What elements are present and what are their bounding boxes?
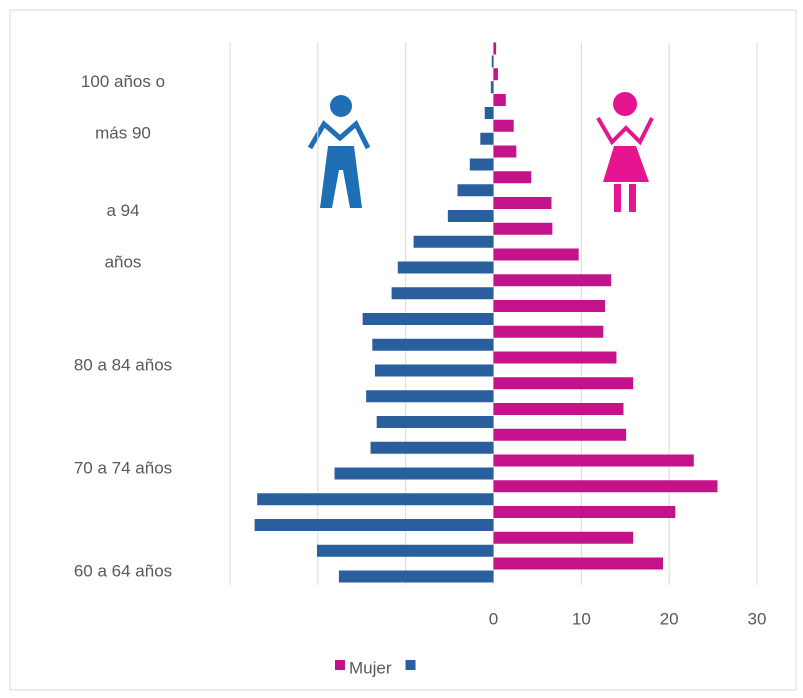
bar [370, 441, 494, 454]
bar [493, 222, 553, 235]
y-tick-label: 60 a 64 años [74, 561, 172, 580]
x-tick-label: 30 [748, 609, 767, 628]
bar [316, 544, 494, 557]
bar [374, 364, 494, 377]
bar [493, 557, 664, 570]
bar [493, 197, 552, 209]
bar [480, 132, 494, 145]
bar [338, 570, 494, 583]
woman-icon [596, 92, 654, 212]
bar [362, 313, 494, 325]
bar [493, 300, 606, 312]
y-tick-label: 70 a 74 años [74, 458, 172, 477]
y-tick-label: años [105, 252, 142, 271]
bar [372, 338, 494, 351]
bar [493, 531, 634, 544]
bar [493, 119, 514, 132]
bar [493, 248, 579, 261]
bar [457, 184, 494, 197]
bar [334, 467, 494, 480]
bar [490, 81, 494, 94]
bar [493, 377, 634, 390]
bar [493, 94, 506, 106]
bar [254, 519, 494, 531]
legend-swatch [335, 660, 345, 670]
bar [413, 235, 494, 248]
bar [493, 68, 498, 81]
bar [447, 210, 494, 222]
bar [493, 480, 718, 493]
bar [493, 42, 497, 55]
bar [397, 261, 494, 274]
x-tick-label: 10 [572, 609, 591, 628]
y-tick-label: más 90 [95, 124, 151, 143]
bar [493, 325, 604, 338]
bar [366, 390, 494, 403]
bar [469, 158, 494, 171]
bar [493, 403, 624, 415]
bar [493, 454, 694, 467]
bar [484, 107, 494, 119]
bar [493, 274, 612, 287]
legend-label: Mujer [349, 658, 392, 677]
bar [493, 506, 676, 518]
x-tick-label: 0 [489, 609, 498, 628]
y-tick-label: 100 años o [81, 72, 165, 91]
bar [493, 351, 617, 364]
bar [391, 287, 494, 300]
bar [493, 145, 517, 158]
legend-swatch [405, 660, 416, 670]
bar [493, 171, 532, 184]
y-tick-label: a 94 [106, 201, 139, 220]
bar [376, 416, 494, 428]
man-icon [307, 95, 371, 208]
bar [491, 55, 494, 68]
y-tick-label: 80 a 84 años [74, 355, 172, 374]
bar [493, 428, 627, 441]
x-tick-label: 20 [660, 609, 679, 628]
bar [257, 493, 494, 506]
